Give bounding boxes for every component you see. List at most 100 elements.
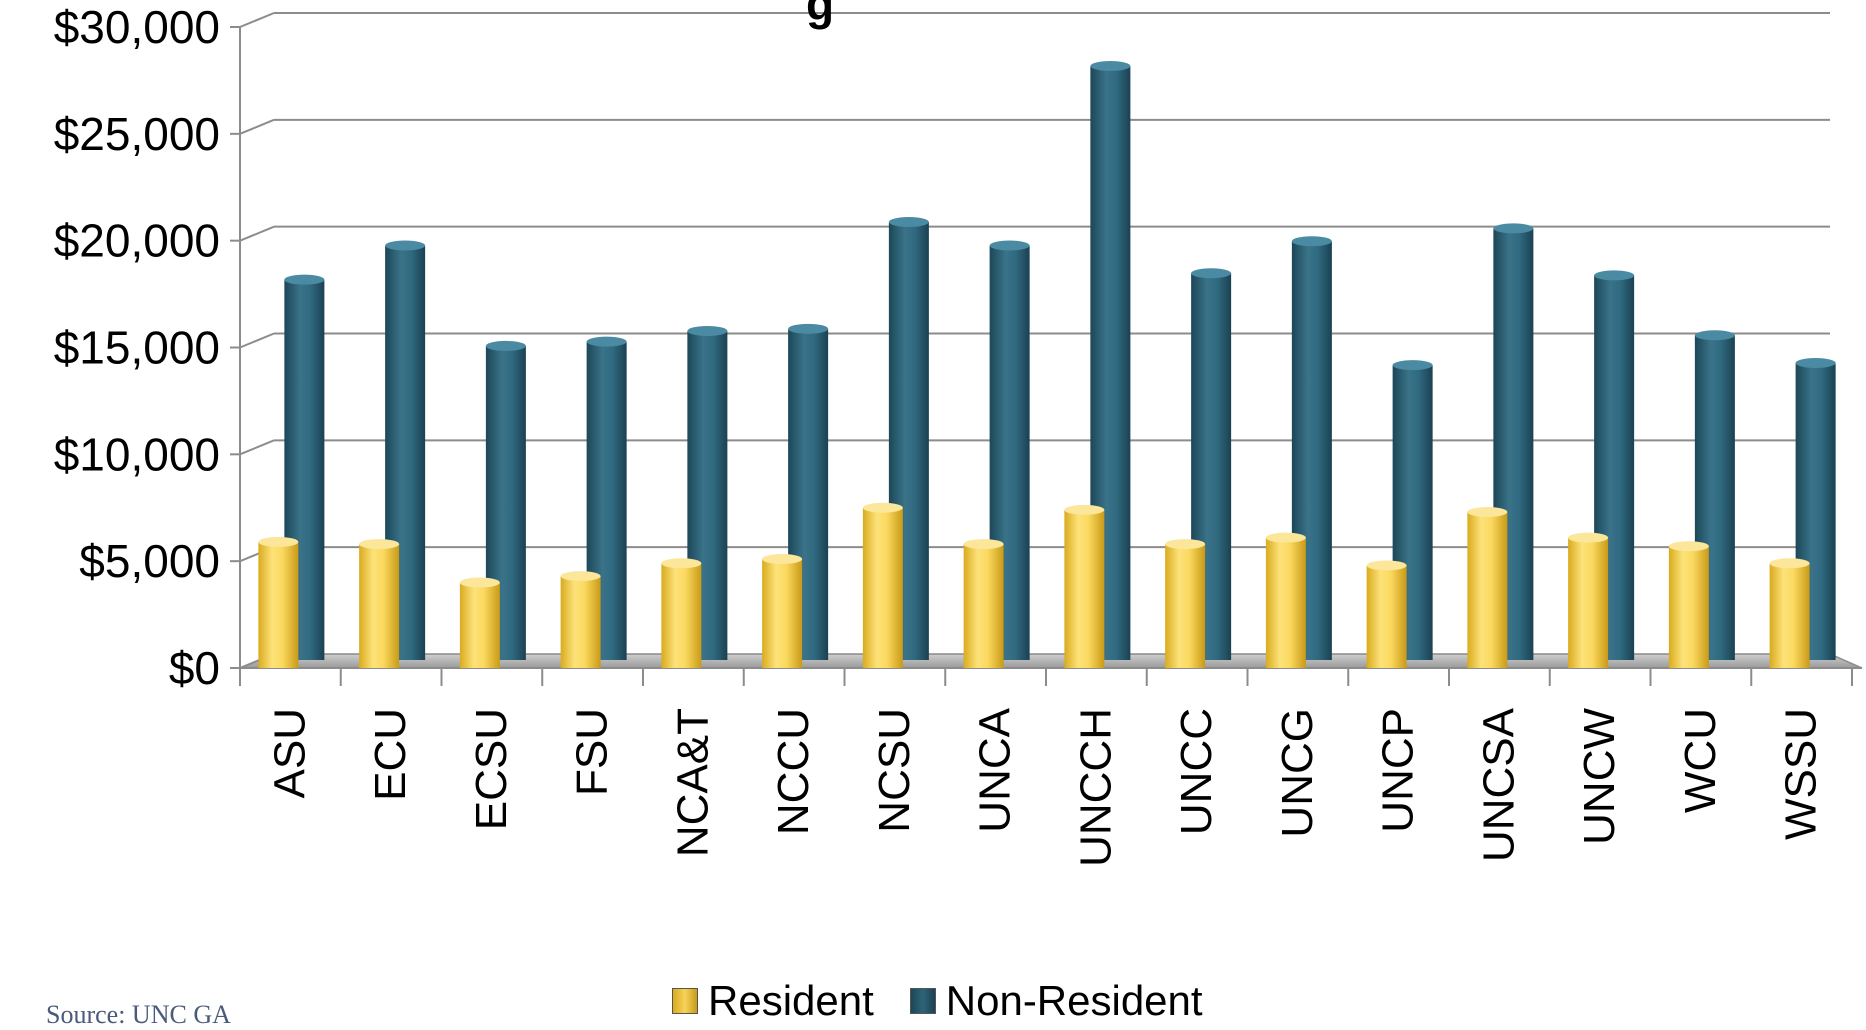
x-tick-label: NCCU: [769, 708, 818, 835]
bar-resident-body: [862, 507, 903, 668]
bar-resident: [1265, 532, 1306, 668]
bar-non-resident-cap: [788, 323, 829, 334]
bar-resident-cap: [963, 539, 1004, 550]
bar-resident: [661, 558, 702, 668]
x-tick-label: UNCCH: [1071, 708, 1120, 867]
bar-non-resident-cap: [888, 216, 929, 227]
x-tick-label: WCU: [1676, 708, 1725, 813]
bar-resident-body: [1769, 563, 1810, 668]
y-tick-label: $15,000: [54, 322, 220, 374]
bar-resident-cap: [762, 554, 803, 565]
bar-resident: [258, 536, 299, 668]
x-tick-label: NCSU: [870, 708, 919, 833]
bars: [258, 61, 1836, 668]
bar-resident-body: [359, 544, 400, 668]
bar-resident-body: [1064, 509, 1105, 668]
bar-resident: [762, 554, 803, 668]
y-tick-label: $30,000: [54, 1, 220, 53]
x-tick-label: UNCSA: [1474, 707, 1523, 862]
bar-non-resident-cap: [385, 240, 426, 251]
bar-resident: [560, 571, 601, 668]
gridline-connector: [239, 225, 275, 242]
bar-non-resident-cap: [1493, 223, 1534, 234]
gridline-connector: [239, 118, 275, 135]
bar-resident-cap: [1467, 507, 1508, 518]
bar-resident-cap: [862, 502, 903, 513]
tick-labels: $0 $5,000 $10,000 $15,000 $20,000 $25,000 $30,…: [54, 0, 1826, 867]
bar-resident-cap: [258, 536, 299, 547]
x-tick-label: UNCP: [1374, 708, 1423, 833]
bar-resident: [359, 539, 400, 668]
bar-resident-cap: [359, 539, 400, 550]
x-tick-label: WSSU: [1777, 708, 1826, 840]
bar-resident-cap: [661, 558, 702, 569]
x-tick-label: FSU: [568, 708, 617, 796]
bar-non-resident-cap: [485, 340, 526, 351]
bar-non-resident-cap: [284, 274, 325, 285]
bar-non-resident-cap: [586, 336, 627, 347]
y-tick-label: $20,000: [54, 215, 220, 267]
bar-resident-body: [1165, 544, 1206, 668]
y-tick-label: $25,000: [54, 108, 220, 160]
bar-resident-cap: [459, 577, 500, 588]
bar-resident: [1467, 507, 1508, 668]
bar-resident-cap: [560, 571, 601, 582]
bar-resident-cap: [1165, 539, 1206, 550]
bar-resident-cap: [1668, 541, 1709, 552]
bar-resident: [1668, 541, 1709, 668]
bar-resident: [963, 539, 1004, 668]
bar-non-resident: [284, 274, 325, 660]
bar-resident-body: [258, 541, 299, 668]
bar-resident-body: [1366, 565, 1407, 668]
y-tick-label: $5,000: [79, 535, 220, 587]
bar-resident-body: [1668, 546, 1709, 668]
bar-resident: [1064, 504, 1105, 668]
bar-non-resident-cap: [1090, 61, 1131, 72]
bar-non-resident-cap: [1392, 360, 1433, 371]
legend-item-resident: Resident: [672, 980, 874, 1022]
bar-non-resident-cap: [989, 240, 1030, 251]
bar-non-resident-cap: [1594, 270, 1635, 281]
bar-resident-body: [1568, 537, 1609, 668]
x-tick-label: UNCW: [1575, 708, 1624, 845]
bar-non-resident-cap: [1291, 236, 1332, 247]
x-tick-label: ECU: [366, 708, 415, 801]
gridline-connector: [239, 12, 275, 28]
gridline-connector: [239, 439, 275, 456]
bar-resident: [1165, 539, 1206, 668]
bar-resident-cap: [1769, 558, 1810, 569]
bar-resident-body: [459, 582, 500, 668]
gridline-connector: [239, 332, 275, 349]
bar-resident: [459, 577, 500, 668]
bar-resident-cap: [1568, 532, 1609, 543]
bar-resident-cap: [1064, 504, 1105, 515]
bar-non-resident-cap: [1795, 358, 1836, 369]
bar-resident-body: [762, 559, 803, 668]
legend-swatch-non-resident: [909, 988, 936, 1014]
source-note: Source: UNC GA: [46, 1000, 231, 1029]
bar-resident-cap: [1265, 532, 1306, 543]
bar-non-resident-cap: [1694, 330, 1735, 341]
chart-title: g: [806, 0, 834, 30]
legend-label-resident: Resident: [708, 977, 874, 1024]
bar-resident-cap: [1366, 560, 1407, 571]
bar-resident-body: [963, 544, 1004, 668]
bar-resident: [1568, 532, 1609, 668]
bar-resident: [1769, 558, 1810, 668]
bar-resident-body: [661, 563, 702, 668]
y-tick-label: $10,000: [54, 428, 220, 480]
legend-item-non-resident: Non-Resident: [909, 977, 1203, 1024]
bar-non-resident-cap: [1191, 268, 1232, 279]
x-tick-label: ECSU: [467, 708, 516, 830]
bar-resident-body: [560, 576, 601, 668]
x-tick-label: NCA&T: [668, 708, 717, 857]
bar-resident-body: [1467, 512, 1508, 668]
bar-non-resident-cap: [687, 325, 728, 336]
y-tick-label: $0: [169, 642, 220, 694]
x-tick-label: UNCA: [971, 707, 1020, 832]
bar-resident-body: [1265, 537, 1306, 668]
legend-label-non-resident: Non-Resident: [945, 977, 1203, 1024]
bar-resident: [862, 502, 903, 668]
